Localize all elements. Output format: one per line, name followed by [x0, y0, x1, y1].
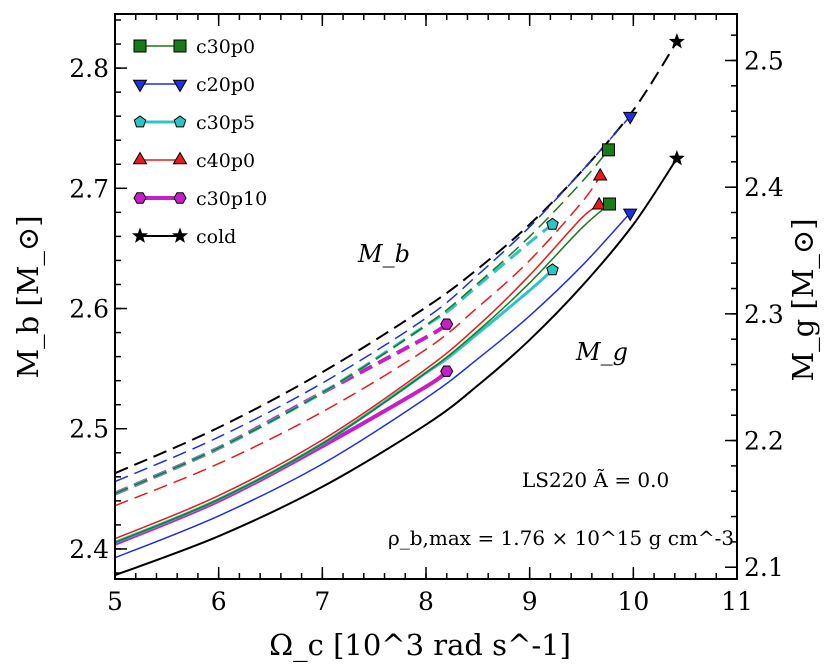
y-left-tick-label-2.7: 2.7	[69, 174, 109, 203]
x-tick-label-5: 5	[107, 587, 123, 616]
series-c30p0-mb-line	[115, 149, 610, 495]
y-left-tick-label-2.8: 2.8	[69, 54, 109, 83]
series-c30p0-mg-line	[115, 203, 610, 544]
series-c30p10-mb-end-marker	[440, 318, 454, 330]
x-tick-label-11: 11	[721, 587, 753, 616]
series-c30p5-mg-end-marker	[546, 263, 559, 276]
legend-marker-left-c30p0	[133, 39, 147, 53]
x-tick-label-9: 9	[522, 587, 538, 616]
legend-marker-left-c30p5	[133, 115, 147, 128]
y-right-tick-label-2.5: 2.5	[744, 46, 784, 75]
series-c30p10-mg-end-marker	[440, 365, 454, 377]
y-right-tick-label-2.1: 2.1	[744, 553, 784, 582]
legend-marker-right-c30p10	[173, 192, 187, 204]
legend-marker-left-c30p10	[133, 192, 147, 204]
y-right-tick-label-2.3: 2.3	[744, 300, 784, 329]
series-c40p0-mg-end-marker	[591, 196, 607, 210]
legend-label-c40p0: c40p0	[196, 150, 255, 172]
series-c20p0-mb-end-marker	[622, 111, 638, 125]
legend-label-cold: cold	[196, 226, 236, 248]
eos-label: LS220 Ã = 0.0	[522, 468, 669, 492]
series-c20p0-mb-line	[115, 115, 631, 483]
x-tick-label-6: 6	[211, 587, 227, 616]
y-left-tick-label-2.5: 2.5	[69, 415, 109, 444]
legend-label-c20p0: c20p0	[196, 74, 255, 96]
legend-marker-right-c30p0	[173, 39, 187, 53]
legend-marker-left-cold	[131, 227, 149, 243]
y-axis-label-left: M_b [M_⊙]	[11, 215, 46, 378]
series-c30p0-mg-end-marker	[602, 197, 616, 211]
legend-label-c30p5: c30p5	[196, 112, 255, 134]
y-right-tick-label-2.4: 2.4	[744, 173, 784, 202]
series-cold-mg-end-marker	[668, 149, 685, 166]
legend: c30p0 c20p0 c30p5 c40p0 c30p10 cold	[131, 36, 267, 248]
y-left-tick-label-2.4: 2.4	[69, 535, 109, 564]
legend-marker-right-c40p0	[172, 151, 188, 165]
series-c40p0-mg-line	[115, 204, 600, 540]
legend-marker-right-c20p0	[172, 79, 188, 93]
legend-marker-right-c30p5	[173, 115, 187, 128]
series-c30p5-mb-end-marker	[546, 217, 559, 230]
rho-label: ρ_b,max = 1.76 × 10^15 g cm^-3	[388, 526, 734, 550]
y-right-tick-label-2.2: 2.2	[744, 427, 784, 456]
series-c20p0-mg-line	[115, 212, 631, 559]
x-tick-label-8: 8	[418, 587, 434, 616]
legend-marker-left-c40p0	[132, 151, 148, 165]
legend-marker-left-c20p0	[132, 79, 148, 93]
x-tick-label-10: 10	[617, 587, 649, 616]
plot-area	[115, 14, 737, 579]
series-cold-mg-line	[115, 157, 678, 577]
annotation-mg: M_g	[575, 338, 628, 366]
legend-label-c30p0: c30p0	[196, 36, 255, 58]
series-cold-mb-end-marker	[668, 33, 685, 49]
series-c20p0-mg-end-marker	[622, 208, 638, 222]
series-c30p0-mb-end-marker	[601, 143, 615, 157]
plot-frame	[114, 13, 738, 580]
series-c40p0-mb-line	[115, 175, 601, 507]
legend-label-c30p10: c30p10	[196, 188, 267, 210]
annotation-mb: M_b	[357, 240, 410, 268]
y-left-tick-label-2.6: 2.6	[69, 295, 109, 324]
x-axis-label: Ω_c [10^3 rad s^-1]	[269, 628, 571, 663]
x-tick-label-7: 7	[314, 587, 330, 616]
y-axis-label-right: M_g [M_⊙]	[786, 218, 821, 381]
series-c40p0-mb-end-marker	[592, 167, 608, 181]
legend-marker-right-cold	[171, 227, 189, 243]
